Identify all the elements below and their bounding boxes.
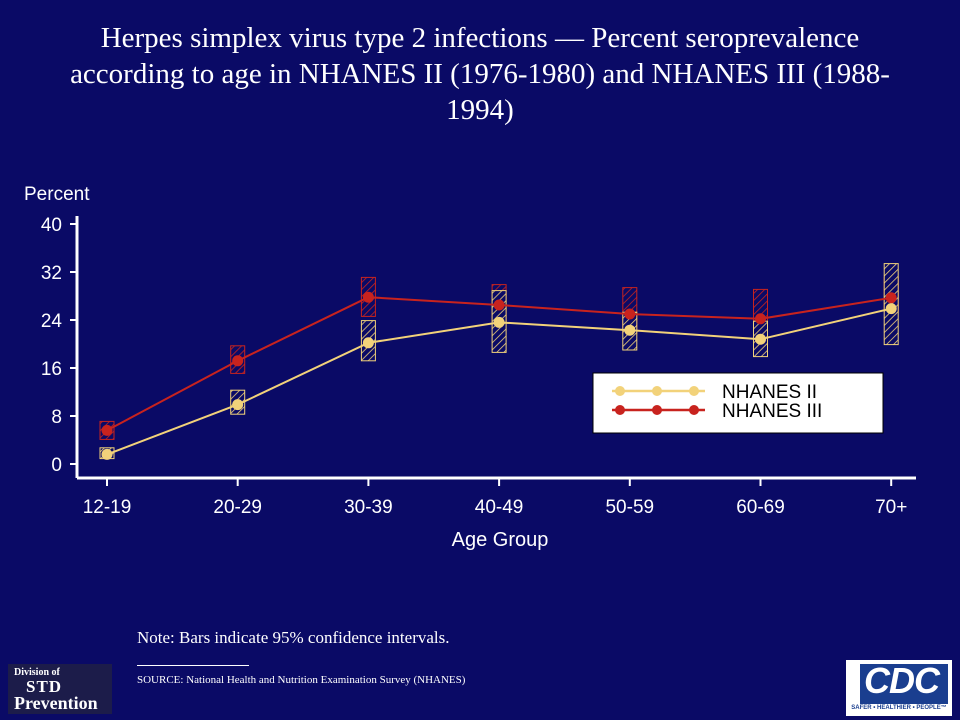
std-prevention-logo: Division of STD Prevention (8, 664, 112, 714)
legend-marker (615, 386, 625, 396)
source-citation: SOURCE: National Health and Nutrition Ex… (137, 674, 466, 686)
std-logo-line-2: STD (26, 677, 63, 696)
data-point (362, 291, 374, 303)
data-point (885, 292, 897, 304)
x-tick-label: 70+ (875, 497, 907, 518)
std-logo-line-3: Prevention (14, 693, 98, 713)
legend-box (592, 372, 884, 434)
source-divider (137, 665, 249, 666)
legend-label: NHANES II (722, 382, 817, 403)
y-tick-label: 0 (51, 455, 62, 476)
data-series (101, 291, 897, 460)
x-tick-label: 12-19 (83, 497, 132, 518)
chart-title: Herpes simplex virus type 2 infections —… (70, 22, 890, 126)
legend-marker (689, 386, 699, 396)
x-ticks: 12-19 20-29 30-39 40-49 50-59 60-69 70+ (83, 478, 907, 518)
data-point (362, 337, 374, 349)
x-axis-label: Age Group (452, 529, 549, 551)
legend-marker (652, 386, 662, 396)
y-tick-label: 24 (41, 311, 63, 332)
y-ticks: 0 8 16 24 32 40 (41, 215, 77, 476)
y-tick-label: 8 (51, 407, 62, 428)
data-point (493, 316, 505, 328)
legend-marker (652, 405, 662, 415)
std-logo-line-1: Division of (14, 667, 60, 678)
x-tick-label: 20-29 (213, 497, 262, 518)
data-point (885, 303, 897, 315)
data-point (755, 333, 766, 345)
cdc-logo-tagline: SAFER • HEALTHIER • PEOPLE™ (851, 705, 947, 711)
cdc-logo: CDC SAFER • HEALTHIER • PEOPLE™ (846, 660, 952, 716)
cdc-logo-mark (850, 664, 948, 704)
y-axis-label: Percent (24, 184, 90, 205)
legend-marker (689, 405, 699, 415)
chart-note: Note: Bars indicate 95% confidence inter… (137, 628, 450, 647)
legend-label: NHANES III (722, 401, 822, 422)
data-point (755, 313, 766, 325)
cdc-logo-text: CDC (864, 660, 940, 701)
data-point (624, 324, 636, 336)
data-point (232, 355, 244, 367)
legend-marker (615, 405, 625, 415)
y-tick-label: 40 (41, 215, 62, 236)
data-point (232, 399, 244, 411)
y-tick-label: 32 (41, 263, 62, 284)
data-point (493, 299, 505, 311)
x-tick-label: 50-59 (605, 497, 654, 518)
x-tick-label: 40-49 (475, 497, 524, 518)
x-tick-label: 30-39 (344, 497, 393, 518)
y-tick-label: 16 (41, 359, 62, 380)
x-tick-label: 60-69 (736, 497, 785, 518)
data-point (101, 424, 113, 436)
data-point (624, 308, 636, 320)
data-point (101, 448, 113, 460)
